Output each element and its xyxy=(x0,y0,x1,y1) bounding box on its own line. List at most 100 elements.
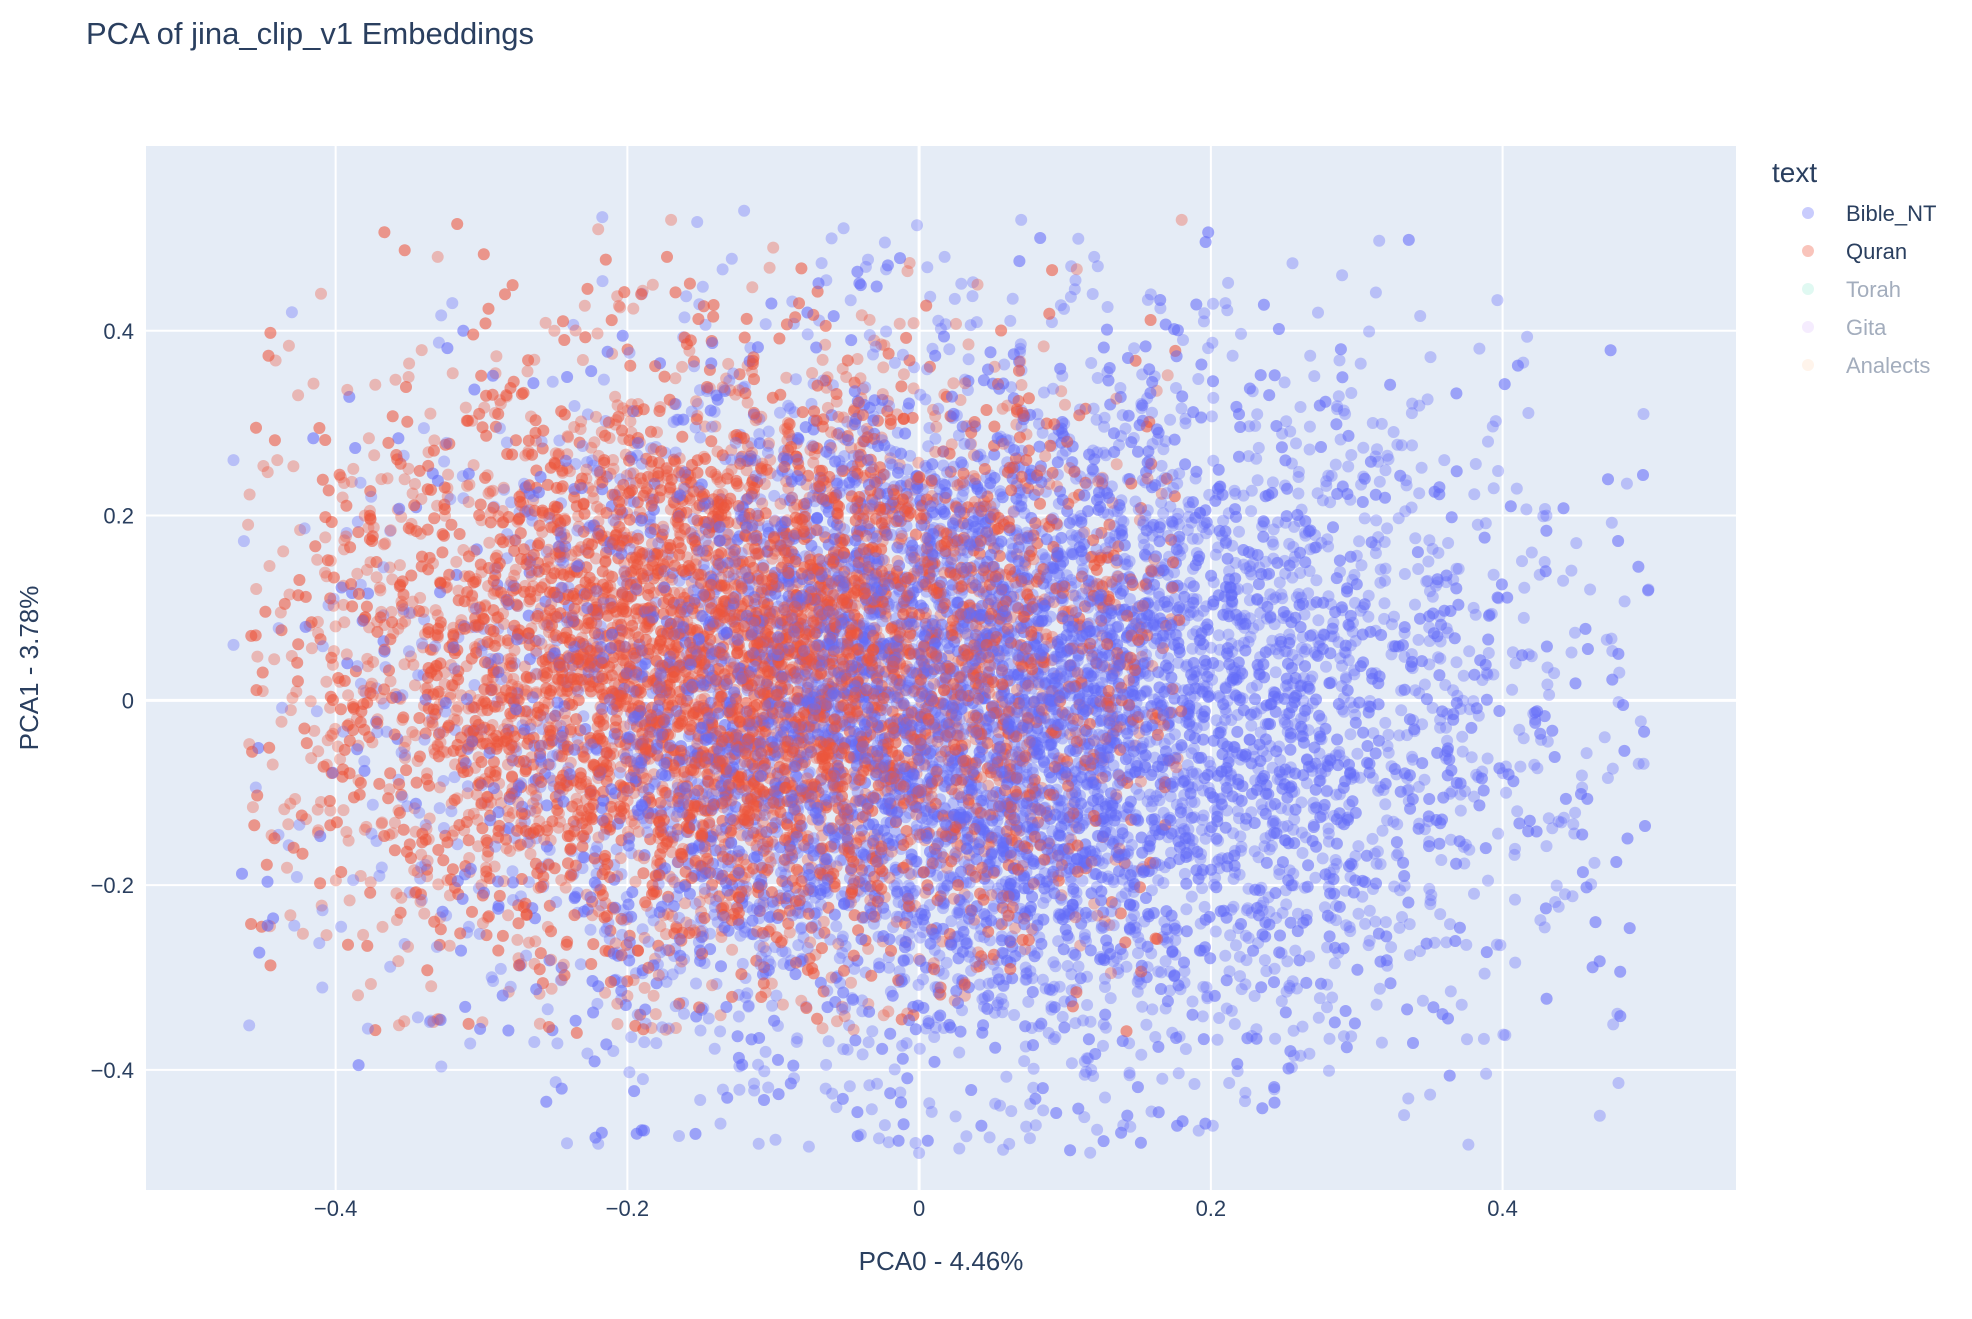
data-point xyxy=(335,921,347,933)
data-point xyxy=(352,989,364,1001)
data-point xyxy=(377,921,389,933)
data-point xyxy=(497,930,509,942)
data-point xyxy=(806,367,818,379)
data-point xyxy=(1192,373,1204,385)
data-point xyxy=(1313,1012,1325,1024)
data-point xyxy=(394,559,406,571)
data-point xyxy=(911,219,923,231)
data-point xyxy=(1492,828,1504,840)
data-point xyxy=(1605,344,1617,356)
data-point xyxy=(1330,459,1342,471)
data-point xyxy=(1470,458,1482,470)
data-point xyxy=(1018,1055,1030,1067)
data-point xyxy=(486,971,498,983)
data-point xyxy=(1399,568,1411,580)
data-point xyxy=(1516,555,1528,567)
data-point xyxy=(1385,941,1397,953)
data-point xyxy=(1541,679,1553,691)
data-point xyxy=(1329,957,1341,969)
data-point xyxy=(399,473,411,485)
data-point xyxy=(409,679,421,691)
data-point xyxy=(1514,761,1526,773)
data-point xyxy=(1260,965,1272,977)
data-point xyxy=(921,261,933,273)
data-point xyxy=(793,297,805,309)
data-point xyxy=(1205,570,1217,582)
data-point xyxy=(1295,401,1307,413)
data-point xyxy=(1324,1033,1336,1045)
data-point xyxy=(1569,807,1581,819)
data-point xyxy=(306,642,318,654)
data-point xyxy=(1639,820,1651,832)
data-point xyxy=(592,328,604,340)
data-point xyxy=(424,408,436,420)
data-point xyxy=(1432,651,1444,663)
data-point xyxy=(311,554,323,566)
data-point xyxy=(1367,833,1379,845)
data-point xyxy=(1442,537,1454,549)
data-point xyxy=(1373,235,1385,247)
data-point xyxy=(1438,454,1450,466)
data-point xyxy=(1379,717,1391,729)
data-point xyxy=(1417,995,1429,1007)
data-point xyxy=(765,298,777,310)
data-point xyxy=(625,415,637,427)
data-point xyxy=(417,606,429,618)
data-point xyxy=(1340,1005,1352,1017)
data-point xyxy=(243,1019,255,1031)
data-point xyxy=(1236,983,1248,995)
data-point xyxy=(790,373,802,385)
data-point xyxy=(638,1036,650,1048)
data-point xyxy=(1059,399,1071,411)
data-point xyxy=(1541,840,1553,852)
data-point xyxy=(889,1063,901,1075)
data-point xyxy=(1024,1132,1036,1144)
data-point xyxy=(546,983,558,995)
data-point xyxy=(1565,565,1577,577)
data-point xyxy=(1456,731,1468,743)
data-point xyxy=(1124,1067,1136,1079)
data-point xyxy=(715,1118,727,1130)
data-point xyxy=(1385,977,1397,989)
data-point xyxy=(483,537,495,549)
data-point xyxy=(882,1006,894,1018)
data-point xyxy=(1000,1071,1012,1083)
data-point xyxy=(1468,888,1480,900)
data-point xyxy=(399,244,411,256)
data-point xyxy=(598,374,610,386)
data-point xyxy=(1104,362,1116,374)
data-point xyxy=(1142,504,1154,516)
data-point xyxy=(1413,781,1425,793)
data-point xyxy=(1142,294,1154,306)
data-point xyxy=(447,367,459,379)
data-point xyxy=(250,583,262,595)
data-point xyxy=(291,871,303,883)
data-point xyxy=(271,454,283,466)
data-point xyxy=(455,945,467,957)
data-point xyxy=(323,484,335,496)
data-point xyxy=(1456,999,1468,1011)
data-point xyxy=(287,692,299,704)
data-point xyxy=(1409,599,1421,611)
data-point xyxy=(1353,908,1365,920)
data-point xyxy=(402,941,414,953)
data-point xyxy=(1413,634,1425,646)
data-point xyxy=(268,653,280,665)
data-point xyxy=(877,361,889,373)
data-point xyxy=(262,876,274,888)
data-point xyxy=(1302,859,1314,871)
data-point xyxy=(257,667,269,679)
data-point xyxy=(1136,1001,1148,1013)
data-point xyxy=(1619,595,1631,607)
data-point xyxy=(1140,1019,1152,1031)
data-point xyxy=(1401,1003,1413,1015)
data-point xyxy=(389,844,401,856)
data-point xyxy=(1558,502,1570,514)
data-point xyxy=(1434,908,1446,920)
data-point xyxy=(1398,1109,1410,1121)
data-point xyxy=(490,350,502,362)
data-point xyxy=(579,331,591,343)
data-point xyxy=(1381,522,1393,534)
data-point xyxy=(1496,578,1508,590)
